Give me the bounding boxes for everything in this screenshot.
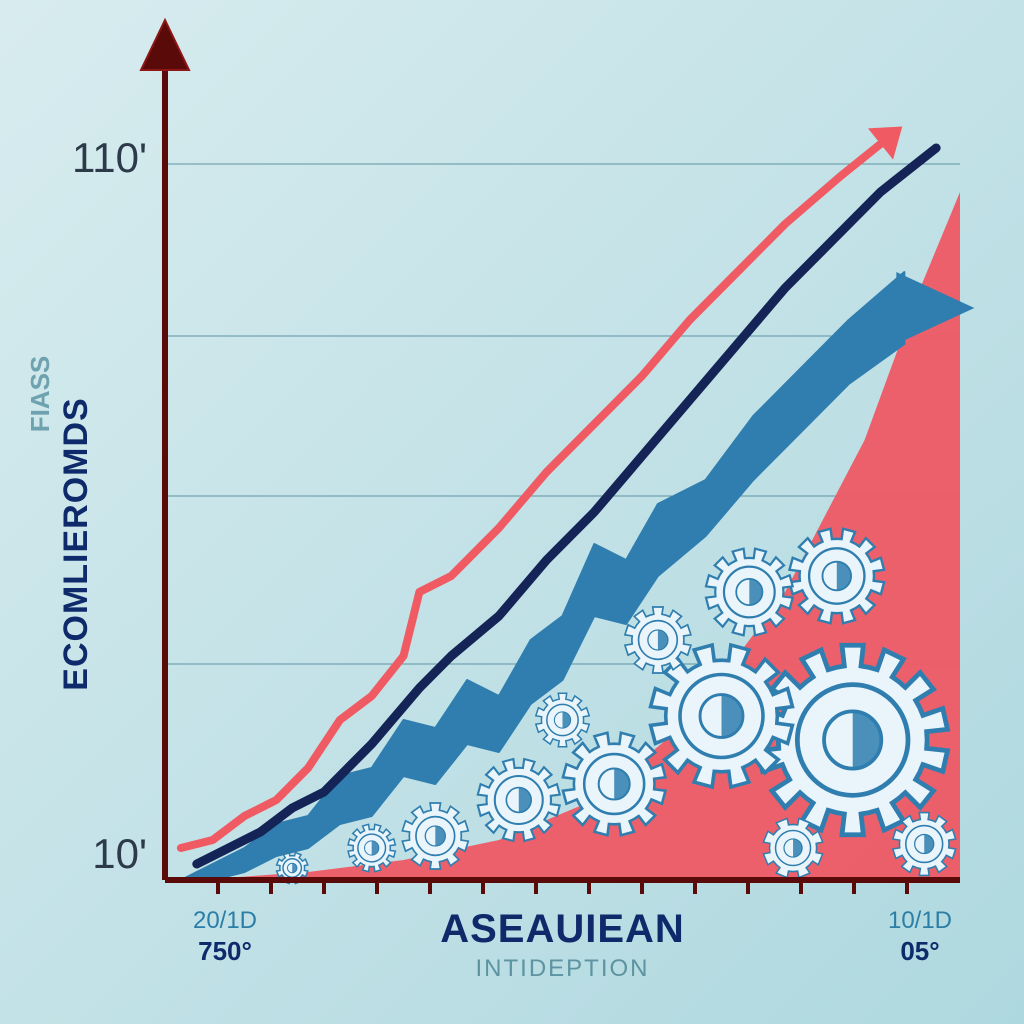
y-tick-bottom: 10' bbox=[92, 830, 147, 877]
x-left-label-a: 20/1D bbox=[193, 907, 257, 934]
x-right-label-b: 05° bbox=[900, 936, 939, 966]
y-axis-label-faint: FIASS bbox=[25, 356, 55, 433]
x-axis-label-sub: INTIDEPTION bbox=[475, 955, 649, 982]
chart-container: 110' 10' ECOMLIEROMDSFIASS ASEAUIEAN INTIDEP… bbox=[0, 0, 1024, 1024]
y-tick-top: 110' bbox=[72, 134, 147, 181]
x-axis-label-primary: ASEAUIEAN bbox=[440, 907, 685, 951]
y-axis-label-primary: ECOMLIEROMDS bbox=[57, 397, 95, 690]
gear-icon bbox=[893, 813, 956, 876]
gear-icon bbox=[789, 529, 884, 624]
gear-icon bbox=[625, 607, 691, 673]
gear-icon bbox=[478, 759, 560, 841]
x-right-label-a: 10/1D bbox=[888, 907, 952, 934]
chart-svg: 110' 10' ECOMLIEROMDSFIASS ASEAUIEAN INTIDEP… bbox=[0, 0, 1024, 1024]
gear-icon bbox=[348, 824, 395, 871]
x-left-label-b: 750° bbox=[198, 936, 252, 966]
gear-icon bbox=[563, 733, 665, 835]
gear-icon bbox=[536, 693, 589, 746]
gear-icon bbox=[706, 549, 793, 636]
gear-icon bbox=[402, 803, 468, 869]
